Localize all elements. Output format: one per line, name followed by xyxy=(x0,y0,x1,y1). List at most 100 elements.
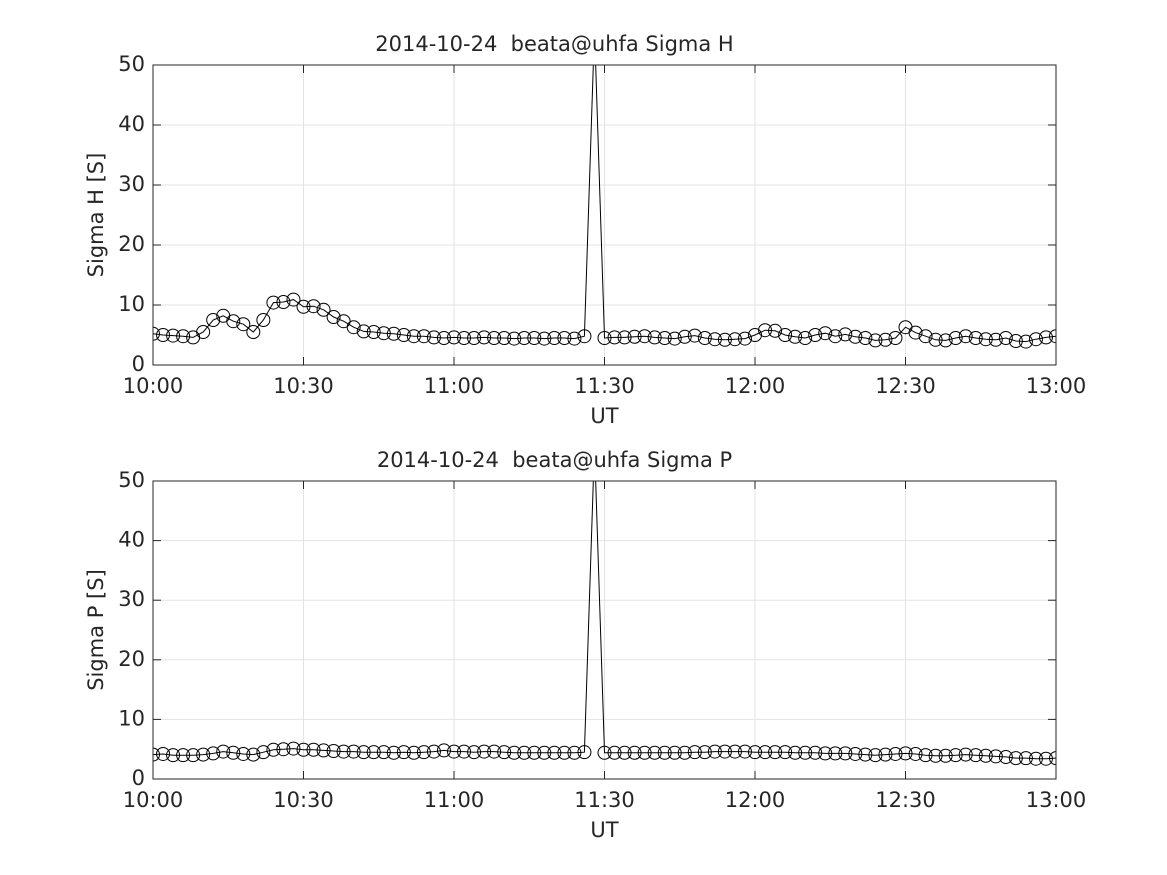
data-marker xyxy=(727,744,742,759)
data-marker xyxy=(878,332,893,347)
data-marker xyxy=(737,744,752,759)
data-marker xyxy=(667,745,682,760)
x-tick-label: 10:00 xyxy=(123,788,184,812)
data-marker xyxy=(326,743,341,758)
data-marker xyxy=(727,332,742,347)
data-marker xyxy=(637,745,652,760)
data-marker xyxy=(276,742,291,757)
data-marker xyxy=(447,330,461,345)
data-marker xyxy=(737,331,752,346)
data-marker xyxy=(517,745,532,760)
data-marker xyxy=(396,745,411,760)
data-marker xyxy=(236,746,251,761)
data-line xyxy=(153,65,1056,343)
data-marker xyxy=(567,745,582,760)
data-marker xyxy=(577,329,592,344)
x-tick-label: 12:00 xyxy=(725,374,786,398)
data-marker xyxy=(717,744,732,759)
data-marker xyxy=(426,744,441,759)
data-marker xyxy=(176,748,191,763)
data-marker xyxy=(166,748,181,763)
data-marker xyxy=(858,331,873,345)
data-marker xyxy=(677,745,692,760)
data-marker xyxy=(266,742,281,757)
data-marker xyxy=(176,329,191,344)
data-marker xyxy=(617,330,632,345)
data-marker xyxy=(758,745,773,760)
y-tick-label: 20 xyxy=(118,232,145,256)
data-marker xyxy=(1038,751,1053,766)
data-marker xyxy=(768,323,783,338)
data-marker xyxy=(808,328,823,342)
y-tick-label: 50 xyxy=(118,52,145,76)
x-tick-label: 13:00 xyxy=(1026,788,1087,812)
data-marker xyxy=(336,744,351,759)
chart-title: 2014-10-24 beata@uhfa Sigma P xyxy=(377,448,732,472)
y-tick-label: 30 xyxy=(118,172,145,196)
data-marker xyxy=(226,314,241,329)
data-marker xyxy=(497,331,512,345)
data-marker xyxy=(426,330,441,345)
data-marker xyxy=(848,746,863,761)
data-marker xyxy=(868,333,883,348)
data-marker xyxy=(527,745,542,760)
data-marker xyxy=(958,329,973,344)
chart-title: 2014-10-24 beata@uhfa Sigma H xyxy=(375,32,733,56)
data-marker xyxy=(477,330,492,345)
data-marker xyxy=(366,325,381,339)
data-marker xyxy=(958,747,973,762)
data-marker xyxy=(808,745,823,760)
x-tick-label: 12:30 xyxy=(875,788,936,812)
x-tick-label: 11:30 xyxy=(574,374,635,398)
data-marker xyxy=(868,748,883,763)
data-marker xyxy=(697,745,712,760)
data-marker xyxy=(748,328,762,342)
data-marker xyxy=(226,745,241,760)
data-marker xyxy=(918,329,933,344)
data-marker xyxy=(998,749,1013,764)
data-marker xyxy=(527,331,542,345)
data-marker xyxy=(326,310,341,324)
data-marker xyxy=(316,302,331,317)
data-marker xyxy=(196,325,211,339)
data-marker xyxy=(838,746,853,761)
data-marker xyxy=(687,745,702,760)
data-marker xyxy=(153,326,160,341)
x-tick-label: 12:30 xyxy=(875,374,936,398)
data-marker xyxy=(567,331,582,346)
x-tick-label: 10:30 xyxy=(273,374,334,398)
y-tick-label: 10 xyxy=(118,706,145,730)
y-tick-label: 0 xyxy=(132,766,145,790)
data-marker xyxy=(597,745,612,760)
data-marker xyxy=(537,331,552,346)
data-marker xyxy=(607,330,622,345)
data-marker xyxy=(828,329,843,344)
data-marker xyxy=(607,745,622,760)
data-marker xyxy=(447,744,461,759)
data-marker xyxy=(196,747,211,762)
data-marker xyxy=(236,317,251,332)
data-marker xyxy=(296,299,311,314)
data-marker xyxy=(657,745,672,760)
data-marker xyxy=(497,745,512,760)
data-marker xyxy=(356,745,371,760)
data-marker xyxy=(477,744,492,759)
data-marker xyxy=(657,331,672,345)
data-marker xyxy=(637,329,652,344)
data-marker xyxy=(848,329,863,344)
data-marker xyxy=(156,328,171,342)
data-marker xyxy=(677,329,692,344)
data-marker xyxy=(286,292,301,307)
data-marker xyxy=(818,326,833,341)
data-marker xyxy=(256,745,271,760)
data-marker xyxy=(948,331,963,345)
data-marker xyxy=(1049,751,1056,766)
data-marker xyxy=(206,746,221,761)
data-marker xyxy=(778,745,793,760)
x-tick-label: 12:00 xyxy=(725,788,786,812)
data-marker xyxy=(1008,334,1023,348)
data-marker xyxy=(968,748,983,763)
data-marker xyxy=(748,745,762,760)
data-marker xyxy=(908,325,923,340)
